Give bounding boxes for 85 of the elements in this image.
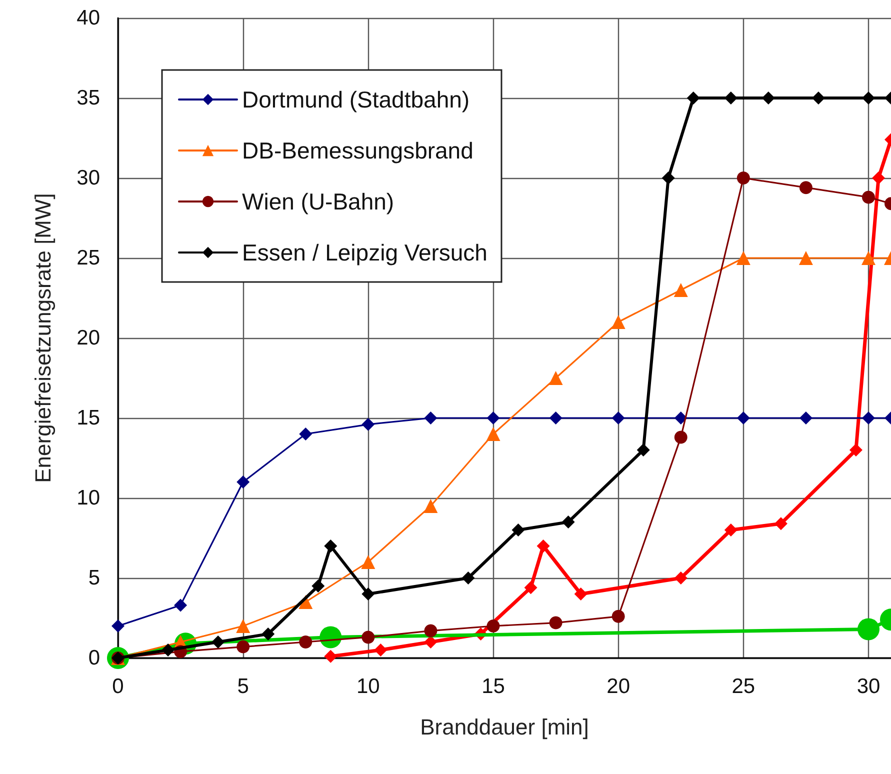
point — [362, 418, 375, 431]
y-tick-label: 40 — [76, 6, 100, 30]
point — [424, 499, 438, 513]
point — [262, 628, 275, 640]
x-tick-label: 15 — [482, 675, 505, 698]
point — [486, 620, 500, 632]
point — [762, 92, 775, 104]
point — [212, 636, 225, 648]
point — [612, 610, 625, 623]
point — [674, 283, 688, 297]
point — [549, 412, 562, 424]
point — [674, 430, 688, 444]
point — [774, 517, 788, 530]
point — [112, 620, 124, 632]
y-tick-label: 35 — [76, 86, 100, 110]
point — [236, 619, 250, 633]
point — [636, 444, 650, 456]
point — [612, 412, 625, 424]
y-axis-title: Energiefreisetzungsrate [MW] — [30, 193, 56, 483]
point — [548, 371, 563, 385]
point — [361, 555, 376, 569]
point — [486, 412, 500, 424]
point — [736, 251, 750, 265]
x-axis-title: Branddauer [min] — [420, 714, 589, 740]
point — [724, 524, 738, 536]
x-tick-label: 20 — [606, 675, 630, 698]
point — [798, 251, 813, 265]
point — [862, 412, 875, 424]
x-tick-label: 30 — [856, 675, 880, 698]
point — [462, 572, 475, 584]
x-tick-label: 0 — [112, 675, 124, 698]
point — [574, 588, 588, 600]
y-tick-label: 25 — [76, 246, 100, 270]
y-tick-label: 15 — [76, 406, 100, 430]
point — [861, 251, 876, 265]
x-tick-label: 5 — [237, 675, 249, 698]
point — [862, 190, 875, 204]
point — [662, 172, 675, 184]
point — [549, 616, 562, 630]
y-tick-label: 30 — [76, 166, 100, 190]
point — [486, 427, 500, 441]
y-tick-label: 10 — [76, 486, 100, 510]
point — [812, 92, 825, 104]
point — [374, 644, 388, 656]
point — [512, 524, 525, 536]
point — [536, 540, 550, 552]
point — [736, 412, 750, 424]
point — [799, 181, 812, 194]
point — [611, 315, 626, 329]
point — [562, 516, 575, 528]
point — [674, 572, 688, 584]
point — [362, 630, 375, 644]
point — [524, 581, 538, 594]
point — [799, 412, 812, 424]
point — [236, 476, 250, 488]
point — [872, 172, 885, 184]
point — [849, 444, 862, 456]
legend-label: Wien (U-Bahn) — [242, 188, 394, 214]
legend-label: Essen / Leipzig Versuch — [242, 240, 488, 266]
point — [174, 598, 188, 612]
point — [862, 92, 875, 104]
point — [424, 412, 438, 424]
point — [362, 588, 375, 600]
point — [312, 580, 325, 592]
point — [736, 172, 750, 184]
x-tick-label: 10 — [356, 675, 380, 698]
point — [424, 624, 438, 638]
legend-label: Dortmund (Stadtbahn) — [242, 86, 470, 112]
point — [162, 644, 175, 656]
point — [320, 626, 342, 648]
point — [686, 92, 700, 104]
point — [858, 618, 880, 640]
point — [236, 640, 250, 654]
point — [424, 636, 438, 648]
point — [299, 636, 312, 648]
point — [674, 412, 688, 424]
y-tick-label: 5 — [88, 566, 100, 590]
point — [324, 650, 338, 663]
y-tick-label: 0 — [88, 646, 100, 670]
x-tick-label: 25 — [732, 675, 756, 698]
point — [724, 92, 738, 104]
y-tick-label: 20 — [76, 326, 100, 350]
point — [324, 540, 338, 552]
point — [299, 428, 312, 440]
legend-label: DB-Bemessungsbrand — [242, 138, 474, 164]
